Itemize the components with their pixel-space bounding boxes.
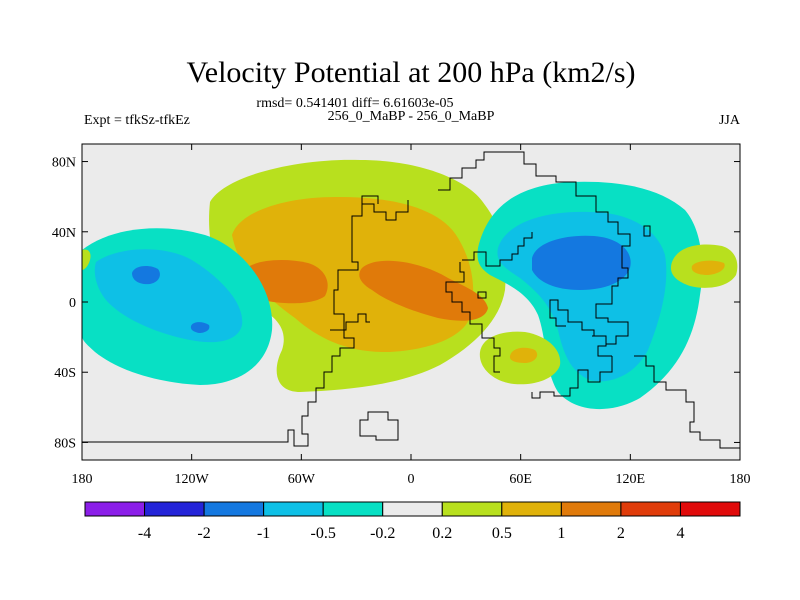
colorbar-swatch [322, 501, 384, 517]
y-tick-label: 40S [54, 366, 76, 381]
contour-positive-0.5-west-pacific [691, 260, 725, 275]
contour-negative-0.5-pacific [94, 249, 243, 343]
contour-positive-0.5-west [232, 196, 474, 353]
colorbar-label: 4 [676, 525, 684, 542]
coastline-arabia [477, 291, 487, 299]
contour-positive-0.5-south-indian [509, 347, 538, 363]
comparison-label: 256_0_MaBP - 256_0_MaBP [328, 109, 495, 124]
x-tick-label: 180 [730, 472, 751, 487]
colorbar-label: -1 [257, 525, 270, 542]
y-tick-label: 80N [52, 156, 76, 171]
x-tick-label: 120W [175, 472, 210, 487]
colorbar-swatch [679, 501, 741, 517]
chart-title: Velocity Potential at 200 hPa (km2/s) [186, 56, 635, 89]
coastline-japan [643, 225, 651, 237]
coastline-indonesia [592, 335, 612, 357]
contour-positive-0.2-date-line [82, 249, 91, 270]
stats-line: rmsd= 0.541401 diff= 6.61603e-05 [256, 96, 453, 111]
colorbar-label: 2 [617, 525, 625, 542]
coastline-new-zealand [634, 355, 740, 449]
colorbar-swatch [382, 501, 443, 517]
colorbar-label: -0.2 [370, 525, 395, 542]
contour-positive-1-africa [359, 260, 488, 321]
contour-fields [82, 159, 738, 410]
colorbar-swatch [560, 501, 622, 517]
contour-negative-1-pacific-b [190, 322, 210, 333]
experiment-label: Expt = tfkSz-tfkEz [84, 113, 190, 128]
y-tick-label: 0 [69, 296, 76, 311]
coastline-greenland-north [361, 195, 379, 204]
coastline-mediterranean [462, 232, 533, 267]
coastline-central-america [330, 313, 370, 331]
coastline-australia [531, 356, 613, 399]
x-axis: 180 120W 60W 0 60E 120E 180 [72, 144, 751, 487]
colorbar-swatch [263, 501, 324, 517]
colorbar-swatch [84, 501, 146, 517]
coastlines [82, 151, 740, 449]
season-label: JJA [719, 113, 741, 128]
x-tick-label: 180 [72, 472, 93, 487]
x-tick-label: 60E [509, 472, 532, 487]
contour-negative-1-pacific-a [132, 265, 160, 285]
colorbar-label: -4 [138, 525, 151, 542]
colorbar-label: -0.5 [311, 525, 336, 542]
coastline-africa [445, 262, 501, 373]
coastline-antarctic-island [359, 411, 399, 441]
y-axis: 80N 40N 0 40S 80S [52, 156, 740, 451]
x-tick-label: 120E [616, 472, 646, 487]
coastline-americas [82, 200, 409, 447]
colorbar-label: 0.5 [492, 525, 512, 542]
coastline-eurasia [438, 151, 631, 345]
contour-negative-1-asia [532, 235, 631, 290]
x-tick-label: 0 [408, 472, 415, 487]
y-tick-label: 80S [54, 436, 76, 451]
colorbar: -4 -2 -1 -0.5 -0.2 0.2 0.5 1 2 4 [84, 501, 741, 542]
colorbar-label: -2 [197, 525, 210, 542]
y-tick-label: 40N [52, 226, 76, 241]
colorbar-swatch [144, 501, 205, 517]
colorbar-swatch [620, 501, 681, 517]
x-tick-label: 60W [288, 472, 316, 487]
colorbar-swatch [501, 501, 562, 517]
colorbar-label: 0.2 [432, 525, 452, 542]
colorbar-swatch [203, 501, 265, 517]
colorbar-label: 1 [557, 525, 565, 542]
colorbar-swatch [441, 501, 503, 517]
